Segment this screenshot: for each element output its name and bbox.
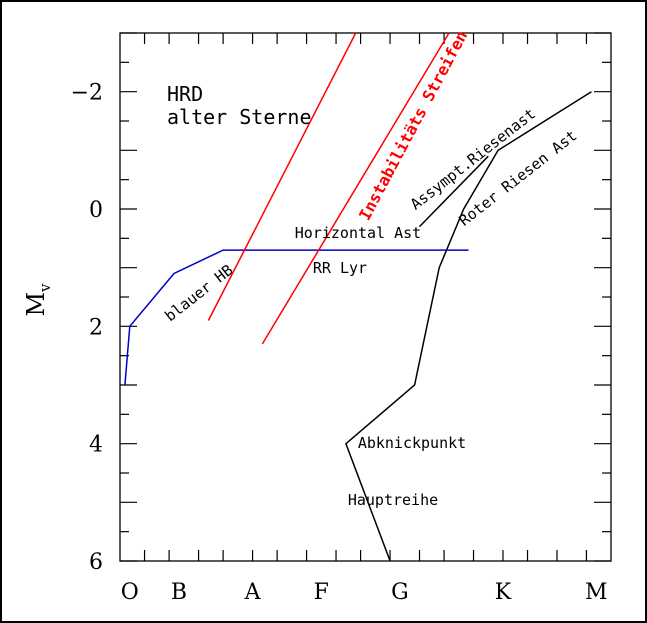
x-tick-label: G xyxy=(391,580,409,605)
series-line xyxy=(124,249,469,386)
x-tick-label: F xyxy=(314,580,329,605)
series-line xyxy=(261,32,450,345)
series-layer xyxy=(124,32,592,562)
annotation-label: Roter Riesen Ast xyxy=(455,126,580,229)
annotation-label: Assympt.Riesenast xyxy=(407,105,539,214)
annotation-label: Abknickpunkt xyxy=(358,434,466,452)
y-tick-label: 6 xyxy=(89,550,103,575)
series-line xyxy=(418,155,489,228)
y-tick-label: 2 xyxy=(89,315,103,340)
y-tick-label: 0 xyxy=(89,198,103,223)
y-axis-label-main: M xyxy=(22,292,50,317)
y-tick-labels: −2 0 2 4 6 xyxy=(71,81,103,575)
series-line xyxy=(345,91,592,562)
y-axis-label-sub: v xyxy=(36,283,54,293)
y-tick-label: −2 xyxy=(71,81,103,106)
y-tick-label: 4 xyxy=(89,433,103,458)
chart-title: HRD alter Sterne xyxy=(167,82,312,129)
annotation-label: blauer HB xyxy=(161,261,236,325)
series-line xyxy=(207,32,357,321)
x-tick-label: M xyxy=(585,580,608,605)
y-axis-label: Mv xyxy=(22,283,54,317)
annotation-label: Horizontal Ast xyxy=(295,224,421,242)
svg-text:Mv: Mv xyxy=(22,283,54,317)
x-tick-label: K xyxy=(495,580,512,605)
x-tick-label: A xyxy=(244,580,262,605)
annotation-layer: Instabilitäts StreifenAssympt.RiesenastR… xyxy=(161,27,580,509)
annotation-label: RR Lyr xyxy=(313,259,367,277)
annotation-label: Hauptreihe xyxy=(348,491,438,509)
x-tick-label: B xyxy=(171,580,187,605)
x-tick-label: O xyxy=(121,580,139,605)
axis-ticks xyxy=(120,32,611,562)
